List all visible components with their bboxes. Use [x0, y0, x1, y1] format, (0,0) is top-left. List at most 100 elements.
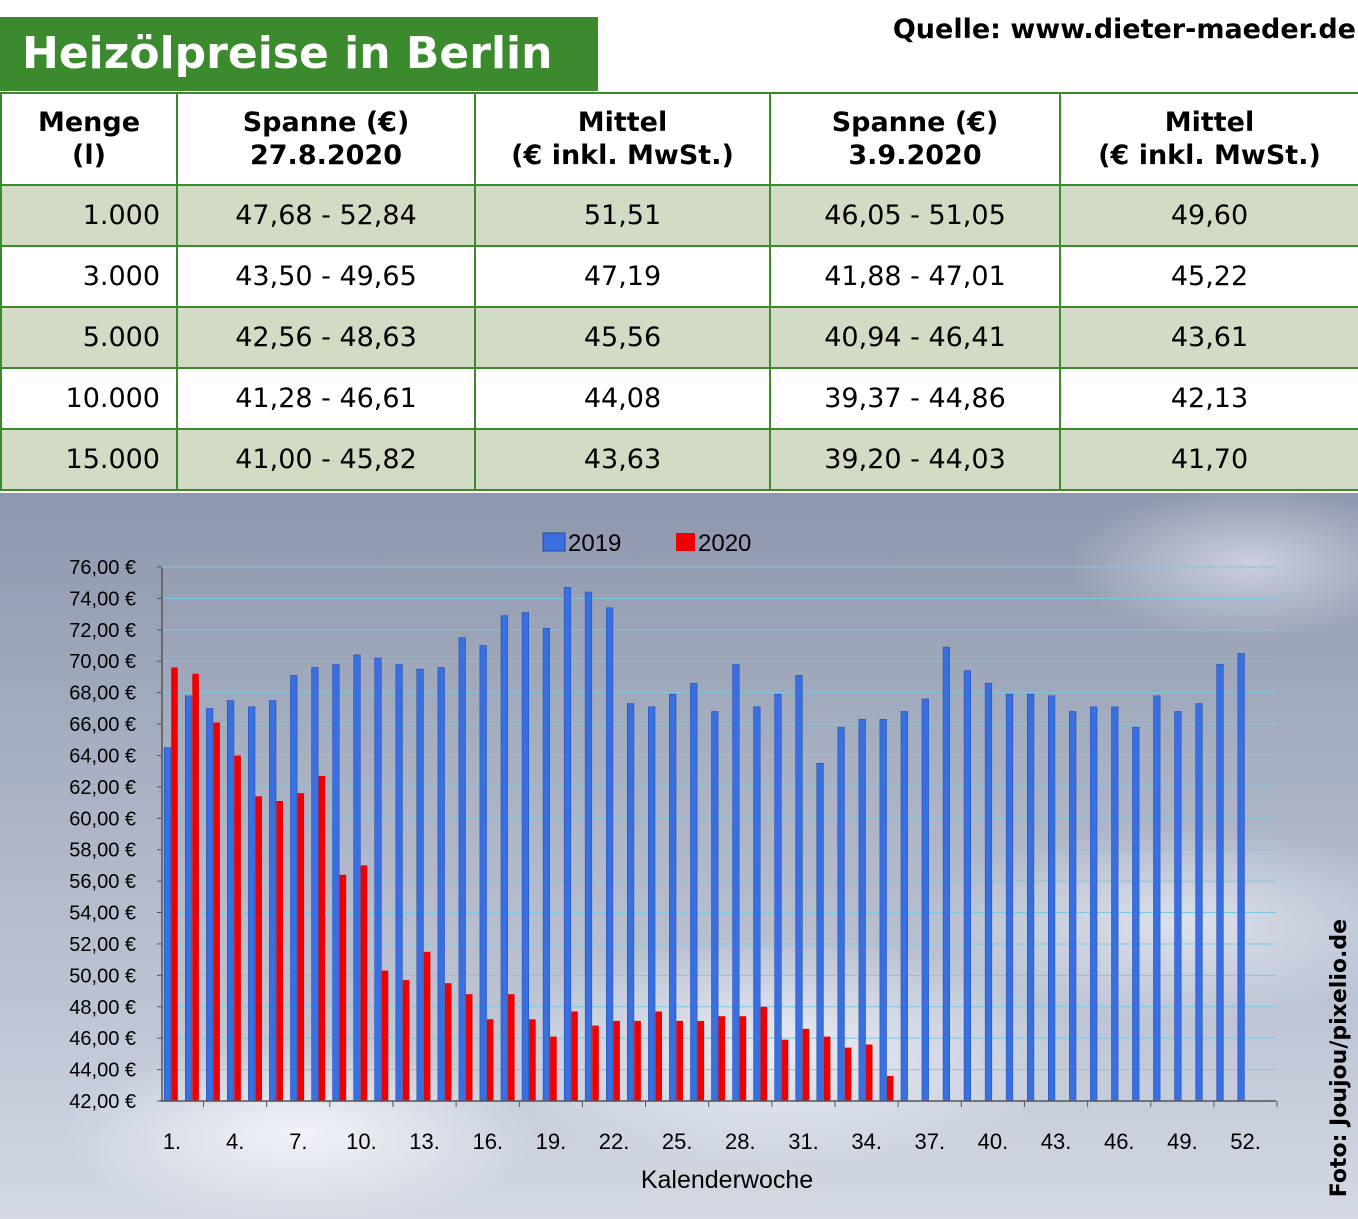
bar-2019-week-18 — [521, 612, 529, 1102]
bar-2019-week-33 — [837, 726, 845, 1102]
bar-2019-week-34 — [858, 719, 866, 1102]
bar-2020-week-20 — [571, 1011, 578, 1101]
bar-2019-week-28 — [732, 664, 740, 1102]
x-tick-label: 13. — [409, 1129, 440, 1154]
table-cell: 42,13 — [1059, 367, 1358, 430]
y-tick-label: 62,00 € — [69, 777, 136, 799]
photo-credit: Foto: Joujou/pixelio.de — [1327, 918, 1352, 1197]
bar-2019-week-9 — [332, 664, 340, 1102]
table-cell: 42,56 - 48,63 — [176, 306, 476, 369]
x-tick-label: 25. — [662, 1129, 693, 1154]
bar-2019-week-51 — [1216, 664, 1224, 1102]
bar-2020-week-9 — [339, 874, 347, 1101]
header-label: Menge — [37, 107, 141, 138]
grid-lines — [162, 566, 1276, 1071]
x-tick-label: 19. — [536, 1129, 567, 1154]
header-label: Mittel — [577, 107, 668, 138]
chart-legend: 2019 2020 — [542, 530, 751, 557]
bar-2019-week-40 — [984, 682, 993, 1102]
bar-2019-week-44 — [1069, 711, 1077, 1102]
header-label: Spanne (€) — [831, 107, 999, 138]
bar-2019-week-26 — [690, 682, 698, 1102]
bar-2019-week-3 — [206, 708, 214, 1102]
header-sublabel: 3.9.2020 — [848, 140, 982, 171]
bar-2020-week-3 — [213, 722, 220, 1101]
bar-2020-week-33 — [844, 1047, 852, 1101]
y-tick-label: 74,00 € — [69, 588, 136, 610]
y-tick-label: 68,00 € — [69, 683, 136, 705]
header-sublabel: 27.8.2020 — [249, 140, 403, 171]
table-cell: 51,51 — [474, 184, 771, 247]
legend-label-2019: 2019 — [568, 530, 621, 557]
y-tick-label: 48,00 € — [69, 997, 136, 1019]
bar-2019-week-20 — [563, 587, 572, 1102]
bar-2020-week-28 — [739, 1016, 747, 1101]
bar-2020-week-1 — [171, 667, 178, 1101]
bar-2019-week-1 — [163, 747, 172, 1102]
table-cell: 10.000 — [0, 367, 178, 430]
bar-2019-week-38 — [942, 646, 950, 1102]
bar-2019-week-11 — [374, 657, 382, 1102]
header-mittel-1: Mittel (€ inkl. MwSt.) — [474, 92, 771, 186]
bar-2020-week-5 — [255, 796, 262, 1101]
bar-2020-week-29 — [760, 1006, 768, 1101]
bar-2019-week-35 — [879, 719, 887, 1102]
x-axis-title: Kalenderwoche — [641, 1166, 813, 1194]
header-mittel-2: Mittel (€ inkl. MwSt.) — [1059, 92, 1358, 186]
table-cell: 39,20 - 44,03 — [769, 428, 1061, 491]
bar-2020-week-24 — [655, 1011, 662, 1101]
x-axis-ticks: 1. 4. 7. 10. 13. 16. 19. 22. 25. 28. 31. 34. 37. 40. 4… — [163, 1101, 1341, 1154]
x-tick-label: 28. — [725, 1129, 756, 1154]
bar-2019-week-49 — [1174, 711, 1182, 1102]
y-tick-label: 42,00 € — [69, 1091, 136, 1113]
bar-2020-week-23 — [634, 1020, 641, 1101]
price-table: Menge (l) Spanne (€) 27.8.2020 Mittel (€ in… — [0, 92, 1358, 491]
x-tick-label: 46. — [1104, 1129, 1135, 1154]
bar-2019-week-31 — [795, 675, 803, 1102]
bar-2019-week-22 — [605, 607, 614, 1102]
bar-2020-week-15 — [465, 994, 473, 1101]
y-tick-label: 58,00 € — [69, 840, 136, 862]
table-cell: 3.000 — [0, 245, 178, 308]
bar-2019-week-15 — [458, 637, 466, 1102]
y-tick-label: 44,00 € — [69, 1060, 136, 1082]
table-cell: 43,50 - 49,65 — [176, 245, 476, 308]
header-label: Mittel — [1164, 107, 1255, 138]
bar-2020-week-7 — [297, 793, 305, 1101]
bar-2019-week-45 — [1090, 706, 1098, 1102]
table-cell: 45,22 — [1059, 245, 1358, 308]
table-cell: 43,63 — [474, 428, 771, 491]
bar-2019-week-14 — [437, 667, 445, 1102]
table-cell: 47,19 — [474, 245, 771, 308]
table-cell: 46,05 - 51,05 — [769, 184, 1061, 247]
bar-2020-week-35 — [886, 1075, 894, 1101]
table-cell: 41,00 - 45,82 — [176, 428, 476, 491]
table-header-row: Menge (l) Spanne (€) 27.8.2020 Mittel (€ in… — [0, 92, 1358, 186]
bar-2019-week-4 — [227, 700, 235, 1102]
bar-2020-week-26 — [697, 1020, 705, 1101]
header-sublabel: (€ inkl. MwSt.) — [511, 140, 734, 171]
bar-2019-week-50 — [1195, 703, 1203, 1102]
bars — [163, 587, 1245, 1102]
y-tick-label: 46,00 € — [69, 1028, 136, 1050]
bar-2019-week-8 — [311, 667, 319, 1102]
bar-2019-week-5 — [248, 706, 256, 1102]
table-row: 3.000 43,50 - 49,65 47,19 41,88 - 47,01 … — [0, 245, 1358, 308]
bar-2019-week-7 — [290, 675, 298, 1102]
y-axis-ticks: 42,00 € 44,00 € 46,00 € 48,00 € 50,00 € 52,00… — [69, 557, 162, 1113]
legend-label-2020: 2020 — [698, 530, 751, 557]
bar-2020-week-10 — [360, 865, 368, 1101]
bar-2019-week-6 — [269, 700, 277, 1102]
x-tick-label: 31. — [788, 1129, 819, 1154]
bar-2019-week-27 — [711, 711, 719, 1102]
header-sublabel: (l) — [72, 140, 106, 171]
bar-2020-week-11 — [381, 970, 389, 1101]
x-tick-label: 4. — [226, 1129, 244, 1154]
bar-2020-week-27 — [718, 1016, 726, 1101]
y-tick-label: 60,00 € — [69, 808, 136, 830]
table-cell: 49,60 — [1059, 184, 1358, 247]
bar-2019-week-37 — [921, 698, 929, 1102]
chart-panel: 2019 2020 42,00 € 44,00 € 46,00 € 48,00 € 50… — [0, 493, 1358, 1219]
x-tick-label: 1. — [163, 1129, 181, 1154]
bar-2019-week-30 — [774, 693, 782, 1102]
